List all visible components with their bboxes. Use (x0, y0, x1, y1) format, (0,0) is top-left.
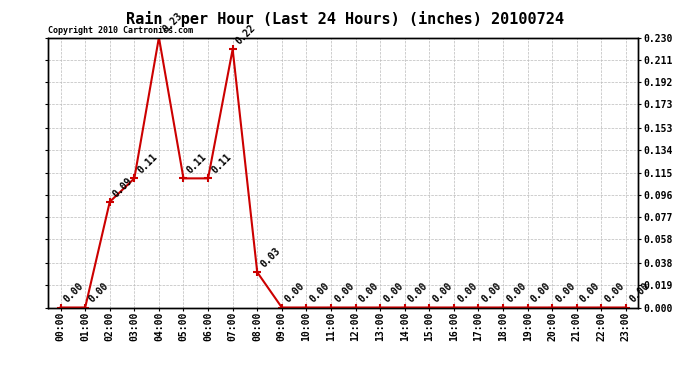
Text: Copyright 2010 Cartronics.com: Copyright 2010 Cartronics.com (48, 26, 193, 35)
Text: 0.11: 0.11 (210, 152, 233, 176)
Text: 0.00: 0.00 (333, 281, 356, 305)
Text: 0.00: 0.00 (504, 281, 528, 305)
Text: Rain  per Hour (Last 24 Hours) (inches) 20100724: Rain per Hour (Last 24 Hours) (inches) 2… (126, 11, 564, 27)
Text: 0.00: 0.00 (357, 281, 381, 305)
Text: 0.00: 0.00 (431, 281, 455, 305)
Text: 0.09: 0.09 (111, 176, 135, 199)
Text: 0.00: 0.00 (480, 281, 504, 305)
Text: 0.00: 0.00 (86, 281, 110, 305)
Text: 0.00: 0.00 (62, 281, 86, 305)
Text: 0.00: 0.00 (406, 281, 430, 305)
Text: 0.03: 0.03 (259, 246, 282, 270)
Text: 0.00: 0.00 (603, 281, 627, 305)
Text: 0.00: 0.00 (553, 281, 578, 305)
Text: 0.00: 0.00 (455, 281, 479, 305)
Text: 0.00: 0.00 (529, 281, 553, 305)
Text: 0.11: 0.11 (185, 152, 208, 176)
Text: 0.22: 0.22 (234, 23, 258, 46)
Text: 0.00: 0.00 (627, 281, 651, 305)
Text: 0.00: 0.00 (578, 281, 602, 305)
Text: 0.00: 0.00 (382, 281, 405, 305)
Text: 0.00: 0.00 (283, 281, 307, 305)
Text: 0.23: 0.23 (160, 11, 184, 35)
Text: 0.00: 0.00 (308, 281, 331, 305)
Text: 0.11: 0.11 (136, 152, 159, 176)
